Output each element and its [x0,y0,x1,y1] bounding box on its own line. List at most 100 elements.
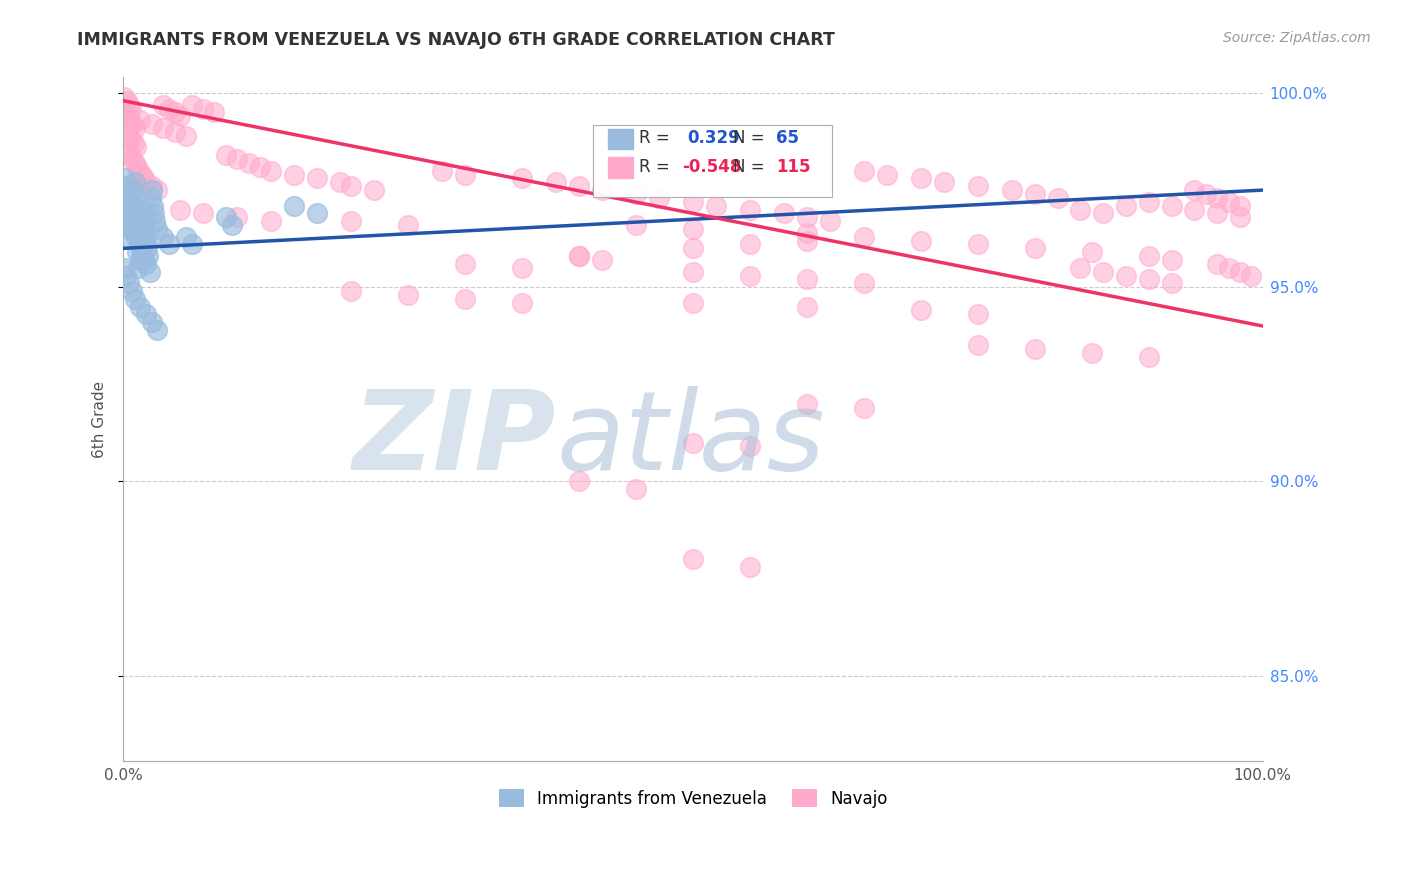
Text: 65: 65 [776,128,799,146]
Point [134,234,156,248]
Point [1024,241,1046,255]
Point [1092,265,1115,279]
Point [117,145,139,159]
Point [114,105,136,120]
Text: atlas: atlas [557,386,825,493]
Point [115,125,138,139]
Point [1115,199,1137,213]
Point [157,102,180,116]
Point [738,268,761,283]
Point [568,249,591,263]
Point [139,191,162,205]
Point [118,128,141,143]
Point [1184,183,1206,197]
Point [135,175,157,189]
Point [682,194,704,209]
Point [191,102,214,116]
Point [283,199,305,213]
Point [115,94,138,108]
Point [135,226,157,240]
Point [396,218,419,232]
Point [591,252,613,267]
Point [876,168,898,182]
Point [146,183,169,197]
Point [682,552,704,566]
Point [682,295,704,310]
Point [163,105,186,120]
Point [124,292,146,306]
Point [738,559,761,574]
Point [796,272,818,286]
Point [1160,252,1182,267]
Point [125,245,148,260]
Point [510,171,533,186]
Point [141,179,163,194]
Point [340,214,363,228]
Point [568,179,591,194]
Point [1081,245,1104,260]
Point [125,229,148,244]
Point [249,160,271,174]
Point [340,284,363,298]
Point [329,175,352,189]
Y-axis label: 6th Grade: 6th Grade [93,381,107,458]
Point [138,249,160,263]
Point [967,179,990,194]
Point [226,211,249,225]
Point [122,199,145,213]
Point [136,241,159,255]
Point [796,397,818,411]
Point [1024,343,1046,357]
Point [1081,346,1104,360]
Point [141,117,163,131]
Point [1206,257,1229,271]
Bar [607,157,633,178]
Point [682,222,704,236]
Point [121,152,143,166]
Point [169,109,191,123]
Point [852,401,875,415]
Point [174,128,197,143]
Point [143,214,166,228]
Point [682,241,704,255]
Point [1069,260,1091,275]
Point [129,113,152,128]
Point [120,132,142,146]
Point [135,307,157,321]
Point [1195,186,1218,201]
Point [738,440,761,454]
Point [624,218,647,232]
Point [114,260,136,275]
Point [796,234,818,248]
Point [152,120,174,135]
Point [124,120,146,135]
Point [122,136,145,151]
Text: R =: R = [640,158,671,176]
Point [738,237,761,252]
Text: ZIP: ZIP [353,386,557,493]
Point [568,249,591,263]
Point [1137,194,1160,209]
Point [1137,350,1160,364]
Point [283,168,305,182]
Point [1069,202,1091,217]
Point [157,237,180,252]
Point [591,183,613,197]
Point [174,229,197,244]
Point [305,206,328,220]
Point [191,206,214,220]
Point [128,237,150,252]
Point [1137,272,1160,286]
Point [796,300,818,314]
Point [546,175,568,189]
Point [1229,199,1251,213]
Point [131,245,153,260]
Point [967,237,990,252]
Text: 0.329: 0.329 [688,128,740,146]
Point [1206,206,1229,220]
Point [910,303,932,318]
Point [1137,249,1160,263]
Point [135,257,157,271]
Point [624,482,647,496]
Point [363,183,385,197]
